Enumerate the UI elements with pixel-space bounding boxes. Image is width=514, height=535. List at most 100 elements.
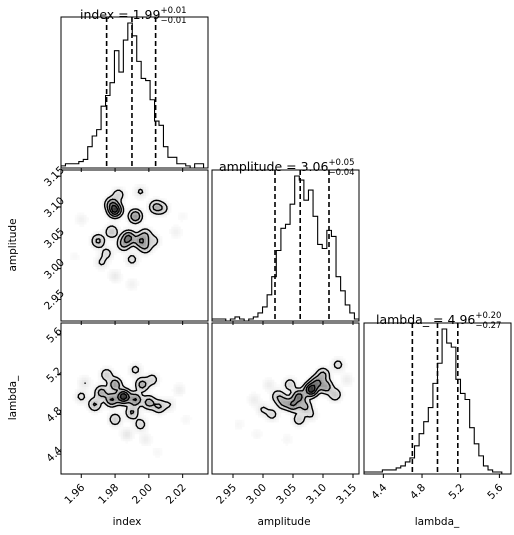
density-cell: [79, 380, 82, 383]
density-cell: [151, 439, 154, 442]
density-cell: [125, 281, 128, 284]
density-cell: [253, 429, 256, 432]
density-cell: [178, 229, 181, 232]
density-cell: [320, 365, 323, 368]
density-cell: [286, 434, 289, 437]
density-cell: [334, 370, 337, 373]
density-cell: [327, 399, 330, 402]
density-cell: [155, 248, 158, 251]
density-cell: [157, 380, 160, 383]
density-cell: [100, 231, 103, 234]
density-cell: [105, 246, 108, 249]
density-cell: [327, 365, 330, 368]
density-cell: [265, 384, 268, 387]
density-cell: [75, 255, 78, 258]
density-cell: [162, 403, 165, 406]
density-cell: [144, 429, 147, 432]
density-cell: [95, 248, 98, 251]
density-cell: [105, 250, 108, 253]
density-cell: [157, 196, 160, 199]
density-cell: [123, 439, 126, 442]
density-cell: [311, 373, 314, 376]
density-cell: [258, 394, 261, 397]
density-cell: [160, 236, 163, 239]
density-cell: [135, 217, 138, 220]
density-cell: [153, 250, 156, 253]
density-cell: [235, 420, 238, 423]
density-cell: [288, 436, 291, 439]
density-cell: [237, 420, 240, 423]
title-minus: −0.04: [329, 168, 355, 178]
density-cell: [132, 224, 135, 227]
density-cell: [128, 436, 131, 439]
density-cell: [341, 375, 344, 378]
density-cell: [148, 370, 151, 373]
density-cell: [146, 434, 149, 437]
density-cell: [95, 253, 98, 256]
density-cell: [107, 264, 110, 267]
density-cell: [135, 375, 138, 378]
density-cell: [144, 417, 147, 420]
density-cell: [297, 417, 300, 420]
density-cell: [137, 399, 140, 402]
density-cell: [167, 396, 170, 399]
density-cell: [290, 382, 293, 385]
density-cell: [263, 417, 266, 420]
density-cell: [86, 384, 89, 387]
density-cell: [77, 382, 80, 385]
density-cell: [260, 413, 263, 416]
density-cell: [341, 382, 344, 385]
density-cell: [341, 391, 344, 394]
density-cell: [141, 410, 144, 413]
density-cell: [125, 191, 128, 194]
density-cell: [144, 436, 147, 439]
density-cell: [141, 382, 144, 385]
density-cell: [132, 436, 135, 439]
density-cell: [98, 375, 101, 378]
density-cell: [146, 429, 149, 432]
density-cell: [160, 241, 163, 244]
density-cell: [107, 396, 110, 399]
density-cell: [95, 255, 98, 258]
density-cell: [135, 288, 138, 291]
density-cell: [297, 396, 300, 399]
density-cell: [331, 389, 334, 392]
density-cell: [125, 208, 128, 211]
density-cell: [297, 410, 300, 413]
density-cell: [137, 387, 140, 390]
density-cell: [148, 227, 151, 230]
density-cell: [72, 253, 75, 256]
density-cell: [109, 222, 112, 225]
density-cell: [139, 370, 142, 373]
density-cell: [338, 384, 341, 387]
density-cell: [256, 408, 259, 411]
title-value: 1.99: [133, 7, 161, 22]
density-cell: [343, 394, 346, 397]
density-cell: [343, 363, 346, 366]
density-cell: [311, 387, 314, 390]
density-cell: [132, 415, 135, 418]
density-cell: [164, 410, 167, 413]
density-cell: [267, 389, 270, 392]
density-cell: [176, 391, 179, 394]
density-cell: [137, 429, 140, 432]
density-cell: [107, 194, 110, 197]
density-cell: [118, 424, 121, 427]
y-tick-label: 5.6: [44, 325, 65, 346]
density-cell: [135, 227, 138, 230]
density-cell: [148, 212, 151, 215]
density-cell: [315, 410, 318, 413]
density-cell: [132, 253, 135, 256]
density-cell: [125, 210, 128, 213]
density-cell: [283, 401, 286, 404]
density-cell: [146, 391, 149, 394]
density-cell: [121, 434, 124, 437]
density-cell: [102, 399, 105, 402]
density-cell: [107, 375, 110, 378]
density-cell: [276, 417, 279, 420]
density-cell: [160, 215, 163, 218]
density-cell: [72, 396, 75, 399]
density-cell: [183, 415, 186, 418]
density-cell: [102, 231, 105, 234]
density-cell: [130, 286, 133, 289]
